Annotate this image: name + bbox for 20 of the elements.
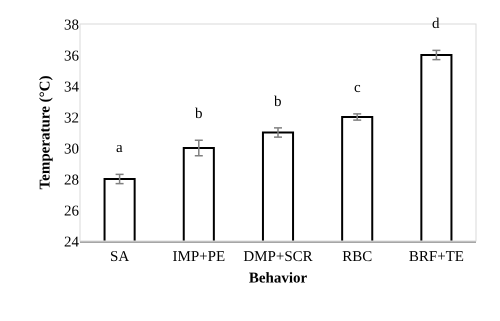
- annotation: b: [195, 106, 202, 122]
- x-tick-label: SA: [110, 249, 130, 265]
- y-tick-label: 36: [64, 48, 80, 64]
- annotation: a: [116, 140, 123, 156]
- y-tick-label: 34: [64, 79, 80, 96]
- x-tick-label: IMP+PE: [172, 249, 226, 265]
- x-axis-title: Behavior: [248, 270, 308, 286]
- y-tick-label: 30: [64, 141, 79, 158]
- y-tick-label: 38: [64, 17, 79, 34]
- y-tick-label: 28: [64, 172, 79, 188]
- y-tick-label: 26: [64, 203, 80, 220]
- y-axis-title: Temperature (°C): [37, 76, 54, 190]
- y-tick-label: 24: [64, 234, 80, 250]
- annotation: c: [354, 80, 361, 96]
- annotation: d: [432, 16, 440, 32]
- y-tick-label: 32: [64, 110, 79, 126]
- x-tick-label: DMP+SCR: [243, 249, 313, 265]
- x-tick-label: RBC: [342, 249, 372, 265]
- annotation: b: [274, 94, 282, 110]
- x-tick-label: BRF+TE: [408, 249, 464, 265]
